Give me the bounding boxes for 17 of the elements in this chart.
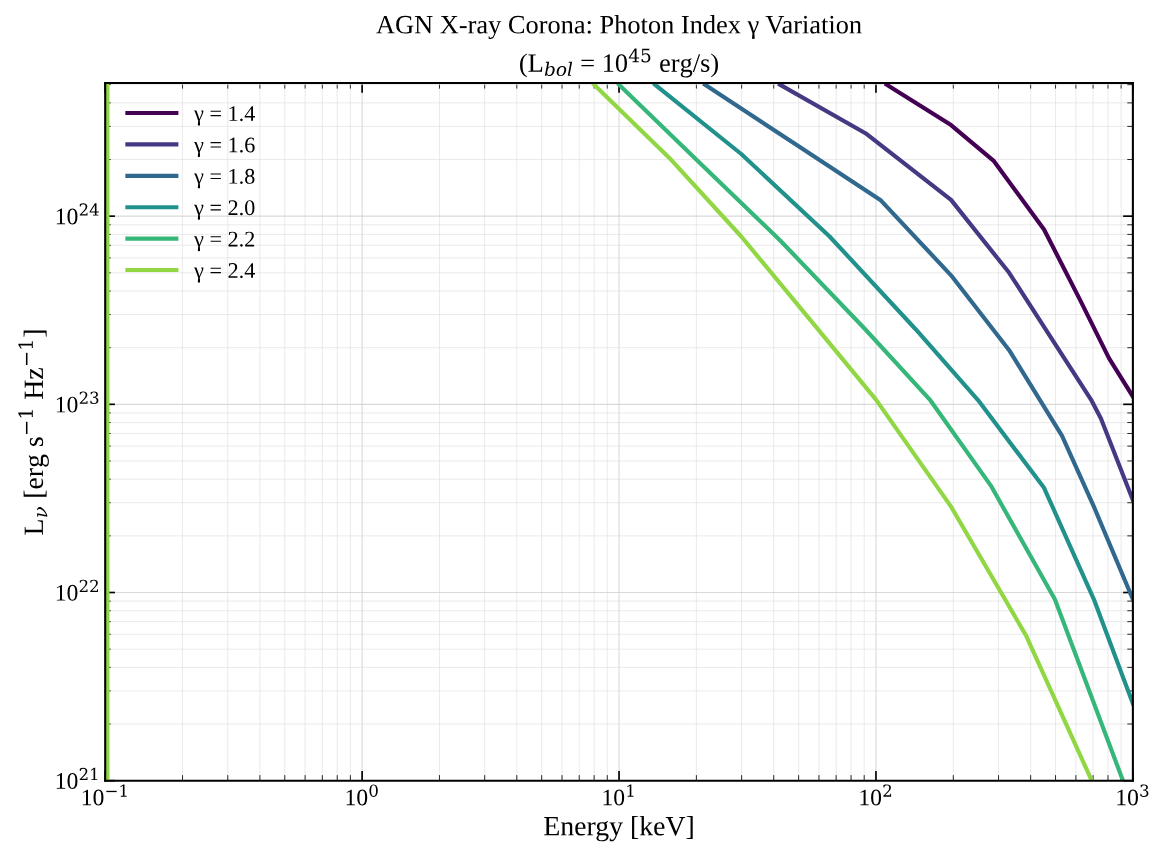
- legend-label: γ = 1.6: [194, 137, 255, 157]
- y-tick-label: 10$^{23}$: [56, 391, 99, 413]
- legend-label: γ = 1.4: [194, 106, 255, 126]
- x-tick-label: 10$^{1}$: [603, 784, 634, 806]
- x-axis-title: Energy [keV]: [544, 815, 693, 842]
- legend-label: γ = 2.0: [194, 200, 255, 220]
- y-tick-label: 10$^{22}$: [56, 579, 98, 601]
- legend-label: γ = 2.2: [194, 231, 255, 252]
- chart-title: AGN X-ray Corona: Photon Index γ Variation: [376, 15, 862, 40]
- x-tick-label: 10$^{0}$: [346, 784, 378, 806]
- x-tick-label: 10$^{2}$: [860, 784, 892, 806]
- y-axis-title: L$_{ν}$ [erg s$^{−1}$ Hz$^{−1}$]: [18, 330, 49, 535]
- x-tick-label: 10$^{3}$: [1117, 784, 1149, 806]
- legend-label: γ = 2.4: [194, 263, 255, 283]
- legend-label: γ = 1.8: [194, 168, 255, 189]
- chart-subtitle: (L$_{bol}$ = 10$^{45}$ erg/s): [520, 48, 718, 78]
- y-tick-label: 10$^{24}$: [56, 203, 99, 225]
